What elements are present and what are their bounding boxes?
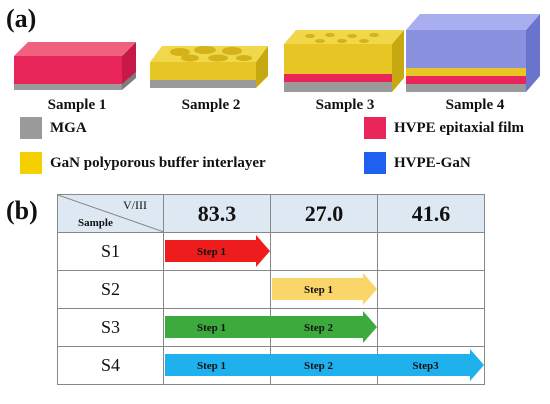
table-cell — [270, 270, 378, 309]
legend-mga-swatch — [20, 117, 42, 139]
legend-mga: MGA — [20, 117, 87, 139]
table-cell — [163, 270, 271, 309]
sample-4-illustration — [406, 14, 540, 92]
row-label-s1: S1 — [57, 232, 164, 271]
legend-hvpe-gan-swatch — [364, 152, 386, 174]
header-v-iii: V/III — [123, 198, 147, 212]
sample-2-label: Sample 2 — [181, 97, 241, 113]
legend-hvpe-gan: HVPE-GaN — [364, 152, 471, 174]
sample-1-illustration — [14, 42, 136, 90]
process-table: V/III Sample 83.3 27.0 41.6 S1 S2 S3 S4 — [57, 194, 485, 385]
table-cell — [377, 270, 485, 309]
table-cell — [270, 346, 378, 385]
row-label-s2: S2 — [57, 270, 164, 309]
table-cell — [377, 346, 485, 385]
sample-3-illustration — [284, 30, 404, 92]
header-value-2: 27.0 — [270, 194, 378, 233]
header-row: V/III Sample 83.3 27.0 41.6 — [57, 194, 485, 233]
table-cell — [377, 308, 485, 347]
table-row: S1 — [57, 232, 485, 271]
legend-hvpe-film-swatch — [364, 117, 386, 139]
table-cell — [377, 232, 485, 271]
legend-buffer: GaN polyporous buffer interlayer — [20, 152, 266, 174]
table-row: S4 — [57, 346, 485, 385]
header-value-3: 41.6 — [377, 194, 485, 233]
sample-4-label: Sample 4 — [445, 97, 505, 113]
sample-illustrations — [14, 14, 540, 92]
header-value-1: 83.3 — [163, 194, 271, 233]
table-cell — [270, 232, 378, 271]
row-label-s4: S4 — [57, 346, 164, 385]
legend-hvpe-film-text: HVPE epitaxial film — [394, 119, 524, 136]
panel-a-label: (a) — [6, 4, 37, 33]
panel-b-label: (b) — [6, 196, 38, 225]
legend-buffer-swatch — [20, 152, 42, 174]
table-cell — [163, 346, 271, 385]
legend-mga-text: MGA — [50, 119, 87, 136]
table-cell — [270, 308, 378, 347]
table-cell — [163, 308, 271, 347]
sample-2-illustration — [150, 46, 268, 88]
legend-hvpe-film: HVPE epitaxial film — [364, 117, 524, 139]
header-corner: V/III Sample — [57, 194, 164, 233]
header-sample: Sample — [78, 217, 113, 229]
legend-hvpe-gan-text: HVPE-GaN — [394, 154, 471, 171]
corner-diagonal — [58, 195, 164, 232]
table-row: S3 — [57, 308, 485, 347]
sample-1-label: Sample 1 — [47, 97, 107, 113]
table-cell — [163, 232, 271, 271]
row-label-s3: S3 — [57, 308, 164, 347]
sample-3-label: Sample 3 — [315, 97, 375, 113]
legend-buffer-text: GaN polyporous buffer interlayer — [50, 154, 266, 171]
table-row: S2 — [57, 270, 485, 309]
